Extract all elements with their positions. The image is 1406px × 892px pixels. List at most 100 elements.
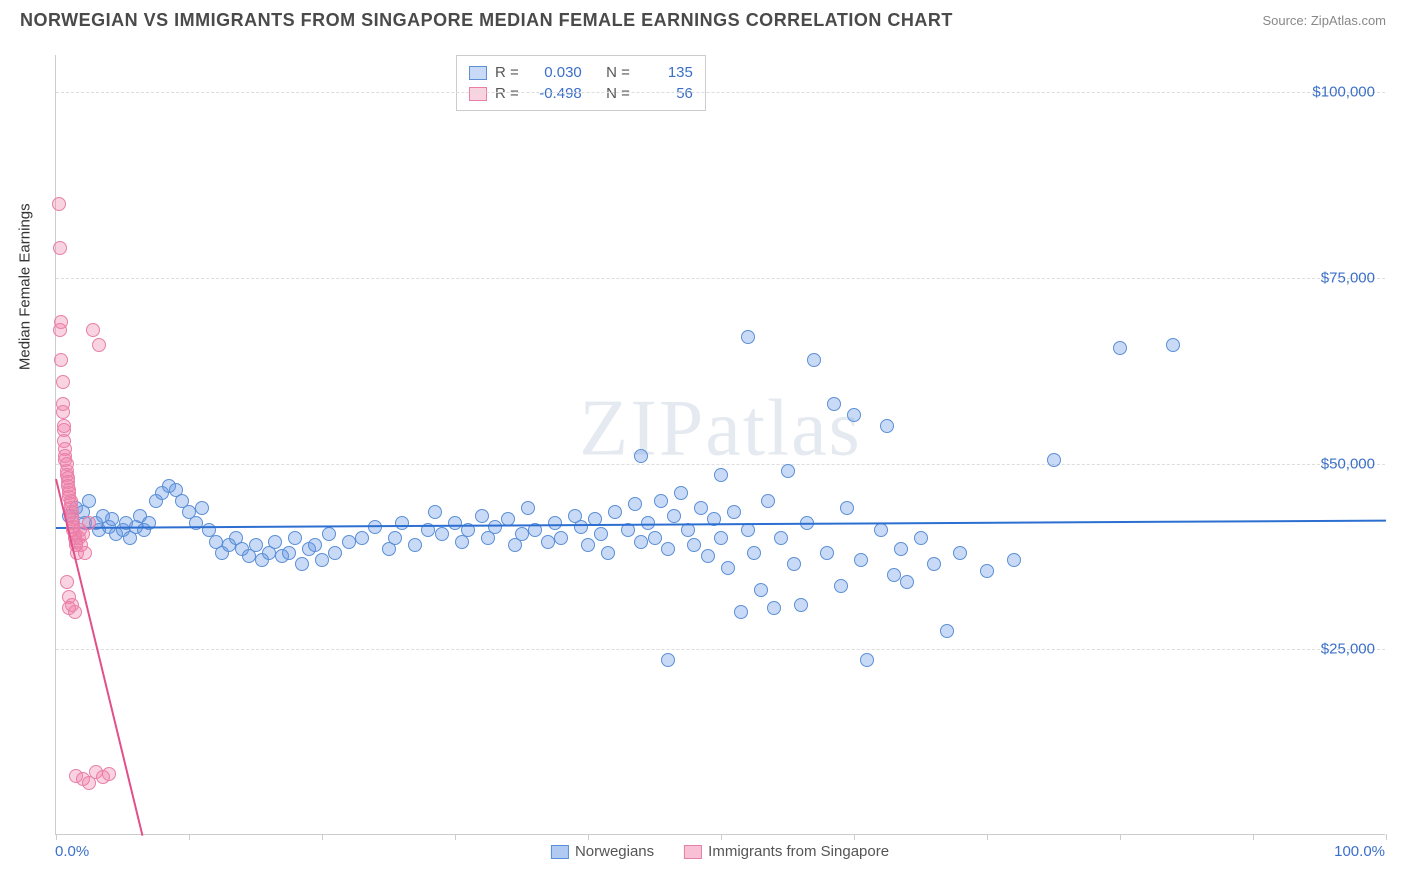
y-axis-label: Median Female Earnings xyxy=(17,203,34,370)
data-point xyxy=(594,527,608,541)
data-point xyxy=(754,583,768,597)
data-point xyxy=(54,353,68,367)
data-point xyxy=(681,523,695,537)
data-point xyxy=(654,494,668,508)
data-point xyxy=(288,531,302,545)
legend-swatch xyxy=(469,66,487,80)
data-point xyxy=(395,516,409,530)
source-label: Source: ZipAtlas.com xyxy=(1262,13,1386,28)
data-point xyxy=(581,538,595,552)
x-tick xyxy=(1386,834,1387,840)
data-point xyxy=(820,546,834,560)
data-point xyxy=(827,397,841,411)
data-point xyxy=(268,535,282,549)
data-point xyxy=(322,527,336,541)
data-point xyxy=(634,535,648,549)
data-point xyxy=(554,531,568,545)
data-point xyxy=(927,557,941,571)
n-label: N = xyxy=(606,85,630,102)
data-point xyxy=(874,523,888,537)
x-tick xyxy=(588,834,589,840)
data-point xyxy=(448,516,462,530)
legend-row: R =-0.498 N =56 xyxy=(469,83,693,104)
data-point xyxy=(54,315,68,329)
y-tick-label: $75,000 xyxy=(1321,269,1375,286)
n-label: N = xyxy=(606,64,630,81)
data-point xyxy=(249,538,263,552)
data-point xyxy=(355,531,369,545)
data-point xyxy=(774,531,788,545)
data-point xyxy=(56,375,70,389)
data-point xyxy=(787,557,801,571)
data-point xyxy=(195,501,209,515)
data-point xyxy=(82,494,96,508)
data-point xyxy=(741,330,755,344)
data-point xyxy=(105,512,119,526)
data-point xyxy=(781,464,795,478)
data-point xyxy=(521,501,535,515)
data-point xyxy=(714,531,728,545)
data-point xyxy=(628,497,642,511)
x-tick xyxy=(56,834,57,840)
r-value: 0.030 xyxy=(527,64,582,81)
data-point xyxy=(52,197,66,211)
data-point xyxy=(687,538,701,552)
r-value: -0.498 xyxy=(527,85,582,102)
gridline xyxy=(56,464,1385,465)
legend-swatch xyxy=(551,845,569,859)
x-tick xyxy=(1120,834,1121,840)
data-point xyxy=(661,542,675,556)
data-point xyxy=(60,575,74,589)
legend-label: Immigrants from Singapore xyxy=(708,843,889,860)
data-point xyxy=(488,520,502,534)
data-point xyxy=(734,605,748,619)
data-point xyxy=(1007,553,1021,567)
data-point xyxy=(727,505,741,519)
data-point xyxy=(56,405,70,419)
data-point xyxy=(282,546,296,560)
data-point xyxy=(342,535,356,549)
data-point xyxy=(648,531,662,545)
data-point xyxy=(940,624,954,638)
data-point xyxy=(694,501,708,515)
x-tick xyxy=(322,834,323,840)
data-point xyxy=(608,505,622,519)
data-point xyxy=(701,549,715,563)
data-point xyxy=(82,516,96,530)
gridline xyxy=(56,649,1385,650)
legend-top: R =0.030 N =135R =-0.498 N =56 xyxy=(456,55,706,111)
chart-area: ZIPatlas R =0.030 N =135R =-0.498 N =56 … xyxy=(55,55,1385,835)
data-point xyxy=(661,653,675,667)
data-point xyxy=(894,542,908,556)
y-tick-label: $25,000 xyxy=(1321,641,1375,658)
legend-bottom: NorwegiansImmigrants from Singapore xyxy=(551,843,889,860)
data-point xyxy=(634,449,648,463)
data-point xyxy=(721,561,735,575)
plot-region: ZIPatlas R =0.030 N =135R =-0.498 N =56 … xyxy=(55,55,1385,835)
data-point xyxy=(102,767,116,781)
watermark: ZIPatlas xyxy=(579,383,862,474)
data-point xyxy=(408,538,422,552)
y-tick-label: $100,000 xyxy=(1312,84,1375,101)
data-point xyxy=(92,338,106,352)
x-tick xyxy=(987,834,988,840)
data-point xyxy=(308,538,322,552)
data-point xyxy=(741,523,755,537)
data-point xyxy=(428,505,442,519)
data-point xyxy=(900,575,914,589)
x-tick xyxy=(189,834,190,840)
data-point xyxy=(1047,453,1061,467)
y-tick-label: $50,000 xyxy=(1321,455,1375,472)
data-point xyxy=(854,553,868,567)
data-point xyxy=(1113,341,1127,355)
data-point xyxy=(388,531,402,545)
data-point xyxy=(62,601,76,615)
data-point xyxy=(515,527,529,541)
data-point xyxy=(714,468,728,482)
x-tick xyxy=(854,834,855,840)
gridline xyxy=(56,278,1385,279)
data-point xyxy=(847,408,861,422)
x-tick xyxy=(455,834,456,840)
data-point xyxy=(574,520,588,534)
data-point xyxy=(761,494,775,508)
